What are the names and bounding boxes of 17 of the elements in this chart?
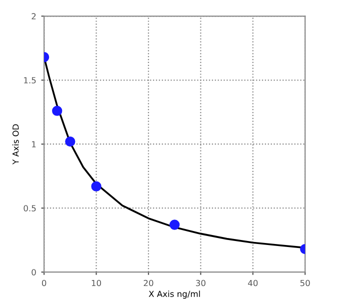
y-tick-label: 0 — [32, 269, 36, 276]
x-tick-label: 10 — [92, 280, 102, 286]
x-tick-label: 50 — [300, 280, 310, 286]
y-tick-label: 2 — [32, 13, 36, 20]
point — [52, 106, 62, 116]
point — [170, 220, 180, 230]
x-tick-label: 0 — [42, 280, 46, 286]
point — [91, 181, 102, 192]
y-tick-label: 1.5 — [24, 77, 36, 84]
y-axis-title: Y Axis OD — [12, 124, 19, 164]
y-tick-label: 1 — [32, 141, 36, 148]
point — [65, 136, 76, 147]
x-tick-label: 20 — [144, 280, 154, 286]
x-tick-label: 30 — [196, 280, 206, 286]
y-tick-label: 0.5 — [24, 205, 36, 212]
x-axis-title: X Axis ng/ml — [148, 290, 200, 299]
x-tick-label: 40 — [248, 280, 258, 286]
